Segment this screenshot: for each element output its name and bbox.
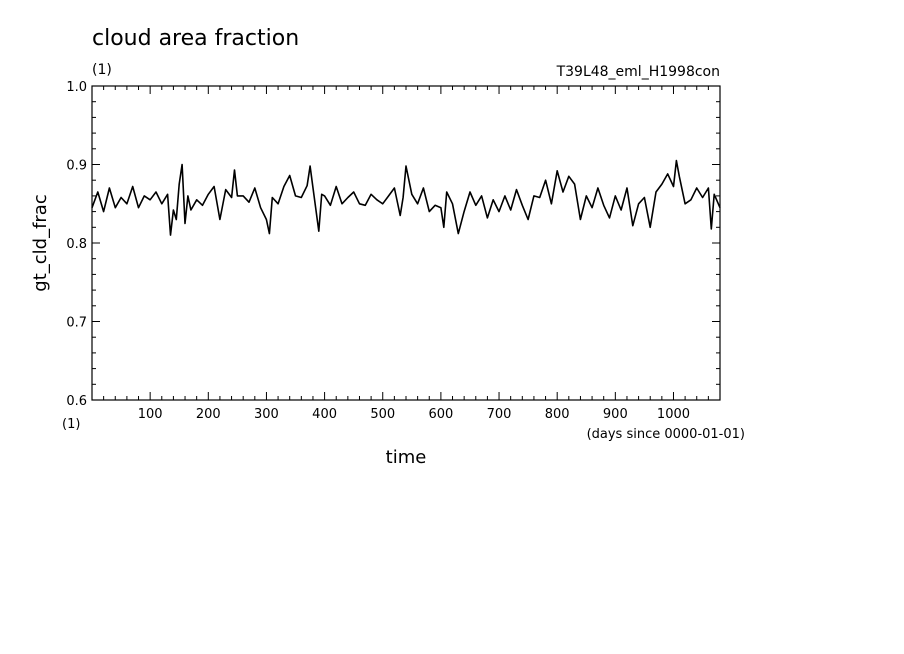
title-unit: (1) — [92, 62, 112, 78]
x-unit-label: (days since 0000-01-01) — [587, 427, 745, 442]
chart-title: cloud area fraction — [92, 26, 299, 51]
x-tick-label: 700 — [487, 407, 512, 422]
y-axis-title: gt_cld_frac — [30, 194, 51, 291]
y-tick-label: 0.8 — [66, 237, 87, 252]
y-tick-label: 0.9 — [66, 159, 87, 174]
x-tick-label: 800 — [545, 407, 570, 422]
series-group — [91, 159, 721, 236]
y-tick-label: 0.6 — [66, 394, 87, 409]
x-tick-label: 900 — [603, 407, 628, 422]
x-tick-label: 400 — [312, 407, 337, 422]
y-unit-label: (1) — [62, 417, 80, 432]
x-tick-label: 300 — [254, 407, 279, 422]
series-line — [91, 159, 721, 236]
run-label: T39L48_eml_H1998con — [556, 64, 720, 80]
x-tick-label: 200 — [196, 407, 221, 422]
y-axis: 0.6 0.7 0.8 0.9 1.0 — [66, 80, 720, 409]
y-tick-label: 1.0 — [66, 80, 87, 95]
x-tick-label: 100 — [138, 407, 163, 422]
x-tick-label: 1000 — [657, 407, 690, 422]
plot-frame — [91, 85, 721, 401]
x-axis: 100 200 300 400 500 600 700 800 900 1000 — [103, 86, 709, 422]
y-tick-label: 0.7 — [66, 316, 87, 331]
x-tick-label: 600 — [428, 407, 453, 422]
x-axis-title: time — [386, 447, 427, 468]
x-tick-label: 500 — [370, 407, 395, 422]
